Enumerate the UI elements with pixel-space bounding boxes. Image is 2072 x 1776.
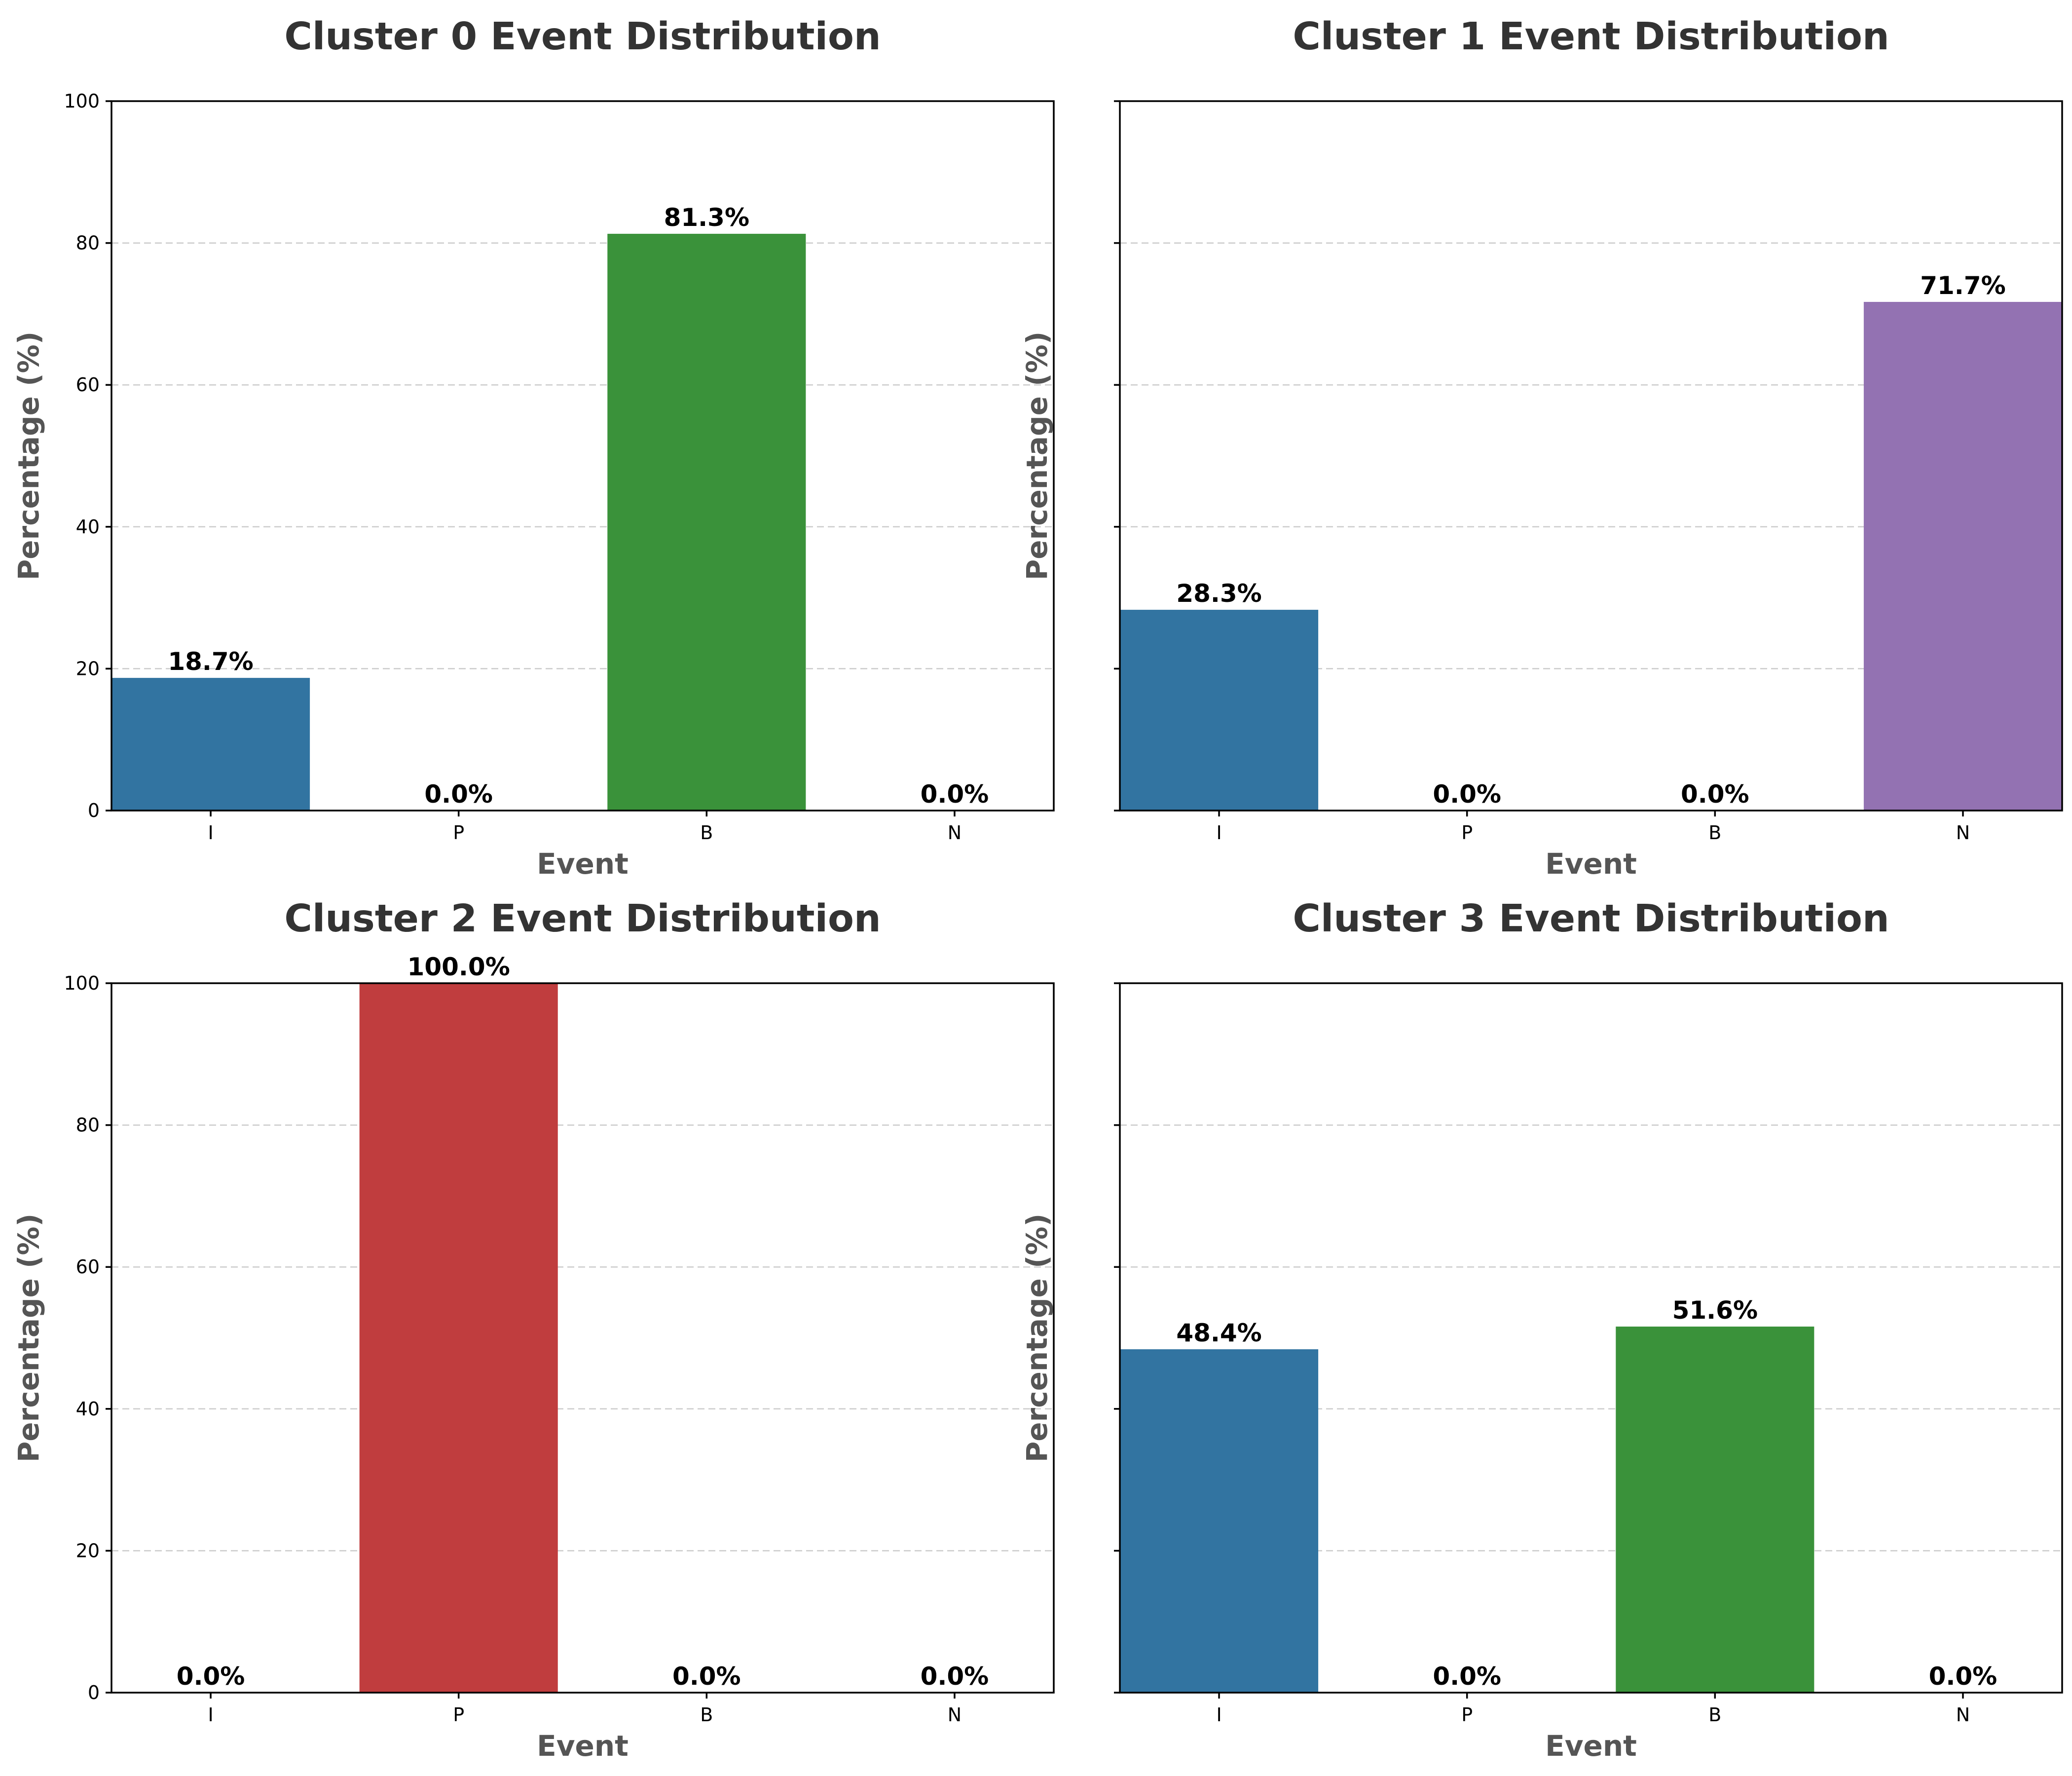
data-label: 0.0% (1433, 780, 1501, 809)
data-label: 28.3% (1176, 579, 1261, 608)
data-label: 81.3% (664, 203, 749, 232)
x-tick-label: N (1956, 822, 1970, 844)
bar-I (1120, 610, 1319, 811)
axes-frame (1119, 982, 2063, 1694)
chart-panel-cluster-3: 48.4% I 0.0% P 51.6% B 0.0% N Cluster 3 Event Di… (1020, 897, 2063, 1763)
data-label: 71.7% (1920, 271, 2005, 300)
x-tick-label: P (1461, 1704, 1473, 1726)
x-tick-label: I (208, 822, 213, 844)
x-tick-label: N (1956, 1704, 1970, 1726)
data-label: 0.0% (921, 1662, 989, 1691)
x-tick-label: P (453, 822, 464, 844)
data-label: 0.0% (921, 780, 989, 809)
bar-N (1863, 301, 2062, 811)
chart-panel-cluster-1: 28.3% I 0.0% P 0.0% B 71.7% N Cluster 1 Event Di… (1020, 15, 2063, 881)
y-tick-label: 80 (76, 232, 100, 254)
axes-frame (111, 100, 1055, 812)
y-tick-label: 60 (76, 1256, 100, 1278)
x-tick-label: I (1216, 1704, 1221, 1726)
axes-frame (111, 982, 1055, 1694)
y-tick-label: 20 (76, 658, 100, 679)
x-axis-label: Event (1545, 847, 1637, 881)
y-tick-label: 0 (88, 1682, 100, 1703)
y-tick-label: 20 (76, 1540, 100, 1561)
x-tick-label: B (700, 1704, 713, 1726)
data-label: 0.0% (1681, 780, 1749, 809)
data-label: 100.0% (407, 953, 510, 981)
chart-panel-cluster-0: 18.7% I 0.0% P 81.3% B 0.0% N 0 20 40 60 80 100 Cluste… (12, 15, 1055, 881)
bar-I (111, 678, 310, 811)
x-tick-label: P (1461, 822, 1473, 844)
y-axis-label: Percentage (%) (1020, 1214, 1054, 1463)
bar-P (359, 983, 558, 1693)
data-label: 51.6% (1672, 1296, 1758, 1325)
x-tick-label: B (1708, 1704, 1721, 1726)
data-label: 0.0% (177, 1662, 245, 1691)
data-label: 0.0% (424, 780, 493, 809)
x-axis-label: Event (1545, 1729, 1637, 1763)
y-tick-label: 100 (64, 972, 100, 994)
y-axis-label: Percentage (%) (12, 1214, 45, 1463)
bar-B (1616, 1326, 1814, 1693)
chart-panels: 18.7% I 0.0% P 81.3% B 0.0% N 0 20 40 60 80 100 Cluste… (12, 15, 2063, 1763)
data-label: 0.0% (672, 1662, 741, 1691)
y-axis-label: Percentage (%) (12, 332, 45, 581)
data-label: 18.7% (168, 647, 253, 676)
y-tick-label: 0 (88, 800, 100, 821)
x-axis-label: Event (537, 847, 629, 881)
y-tick-label: 40 (76, 1398, 100, 1420)
data-label: 0.0% (1433, 1662, 1501, 1691)
chart-title: Cluster 3 Event Distribution (1293, 897, 1889, 941)
x-tick-label: I (1216, 822, 1221, 844)
x-tick-label: P (453, 1704, 464, 1726)
x-tick-label: B (700, 822, 713, 844)
bar-B (607, 233, 806, 811)
bar-I (1120, 1349, 1319, 1693)
y-tick-label: 80 (76, 1114, 100, 1136)
x-tick-label: B (1708, 822, 1721, 844)
x-tick-label: N (948, 822, 962, 844)
y-tick-label: 100 (64, 90, 100, 112)
x-tick-label: N (948, 1704, 962, 1726)
chart-title: Cluster 2 Event Distribution (284, 897, 881, 941)
chart-title: Cluster 0 Event Distribution (284, 15, 881, 59)
chart-title: Cluster 1 Event Distribution (1293, 15, 1889, 59)
data-label: 0.0% (1929, 1662, 1998, 1691)
y-tick-label: 40 (76, 516, 100, 538)
chart-panel-cluster-2: 0.0% I 100.0% P 0.0% B 0.0% N 0 20 40 60 80 100 Cluste… (12, 897, 1055, 1763)
data-label: 48.4% (1176, 1319, 1261, 1347)
x-tick-label: I (208, 1704, 213, 1726)
y-tick-label: 60 (76, 374, 100, 396)
x-axis-label: Event (537, 1729, 629, 1763)
axes-frame (1119, 100, 2063, 812)
y-axis-label: Percentage (%) (1020, 332, 1054, 581)
